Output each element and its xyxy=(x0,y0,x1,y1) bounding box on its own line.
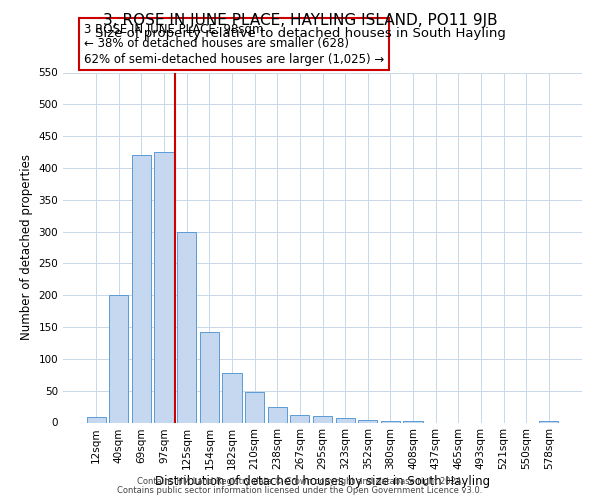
Bar xyxy=(381,420,400,422)
Bar xyxy=(223,373,242,422)
Bar xyxy=(86,418,106,422)
Text: Size of property relative to detached houses in South Hayling: Size of property relative to detached ho… xyxy=(95,28,505,40)
Bar xyxy=(200,332,219,422)
Bar xyxy=(335,418,355,422)
Bar xyxy=(358,420,377,422)
Bar xyxy=(177,232,196,422)
Bar xyxy=(245,392,264,422)
Bar xyxy=(539,420,559,422)
Bar xyxy=(132,155,151,422)
Text: Contains HM Land Registry data © Crown copyright and database right 2024.: Contains HM Land Registry data © Crown c… xyxy=(137,477,463,486)
Bar xyxy=(154,152,174,422)
Bar xyxy=(109,295,128,422)
Bar xyxy=(313,416,332,422)
Text: 3 ROSE IN JUNE PLACE: 98sqm
← 38% of detached houses are smaller (628)
62% of se: 3 ROSE IN JUNE PLACE: 98sqm ← 38% of det… xyxy=(84,22,384,66)
Y-axis label: Number of detached properties: Number of detached properties xyxy=(20,154,33,340)
Text: Contains public sector information licensed under the Open Government Licence v3: Contains public sector information licen… xyxy=(118,486,482,495)
Text: 3, ROSE IN JUNE PLACE, HAYLING ISLAND, PO11 9JB: 3, ROSE IN JUNE PLACE, HAYLING ISLAND, P… xyxy=(103,12,497,28)
Bar xyxy=(403,421,422,422)
Bar xyxy=(290,415,310,422)
Bar xyxy=(268,406,287,422)
X-axis label: Distribution of detached houses by size in South Hayling: Distribution of detached houses by size … xyxy=(155,475,490,488)
